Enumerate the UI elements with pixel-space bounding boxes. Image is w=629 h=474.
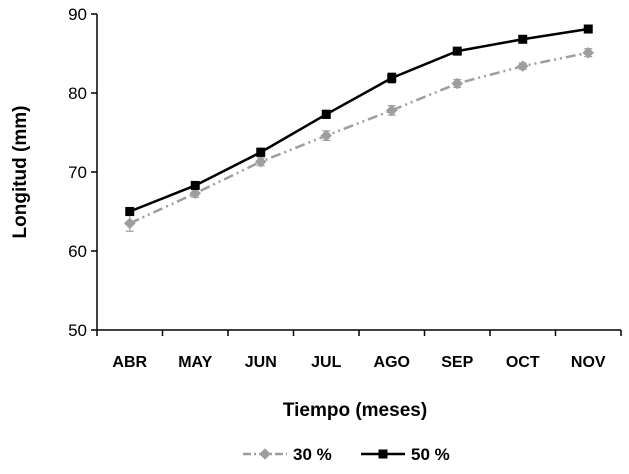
x-tick-label: JUN	[245, 354, 277, 371]
data-point	[451, 77, 464, 90]
legend-label: 30 %	[293, 445, 332, 464]
legend-label: 50 %	[411, 445, 450, 464]
y-tick-label: 70	[68, 163, 87, 182]
data-point	[123, 217, 136, 230]
series-line	[129, 51, 589, 225]
data-point	[518, 34, 528, 44]
x-tick-label: AGO	[374, 354, 410, 371]
data-point	[320, 129, 333, 142]
axes	[91, 13, 622, 336]
y-tick-label: 50	[68, 321, 87, 340]
y-axis-title: Longitud (mm)	[10, 106, 31, 239]
series-line	[129, 27, 589, 213]
data-point	[516, 60, 529, 72]
legend: 30 % 50 %	[243, 445, 450, 464]
data-point	[256, 147, 266, 157]
data-point	[582, 46, 595, 59]
legend-swatch-marker	[378, 449, 388, 459]
x-tick-label: ABR	[112, 354, 147, 371]
data-point	[387, 73, 397, 83]
series-1	[123, 46, 595, 232]
data-point	[583, 24, 593, 34]
x-tick-label: SEP	[441, 354, 473, 371]
x-tick-label: OCT	[506, 354, 540, 371]
data-point	[254, 155, 267, 168]
series-2	[125, 24, 593, 217]
y-tick-label: 60	[68, 242, 87, 261]
y-tick-label: 90	[68, 5, 87, 24]
x-axis-title: Tiempo (meses)	[283, 400, 427, 421]
data-point	[385, 104, 398, 117]
data-point	[189, 187, 202, 200]
x-tick-label: NOV	[571, 354, 606, 371]
series-layer	[123, 24, 595, 232]
legend-swatch-marker	[259, 448, 271, 460]
legend-item-1: 30 %	[243, 445, 332, 464]
x-tick-label: MAY	[178, 354, 212, 371]
axis-labels: 50 60 70 80 90 ABR MAY JUN JUL AGO SEP OCT NOV	[68, 5, 606, 371]
y-tick-label: 80	[68, 84, 87, 103]
data-point	[190, 180, 200, 190]
data-point	[452, 46, 462, 56]
data-point	[125, 207, 135, 216]
x-tick-label: JUL	[311, 354, 341, 371]
data-point	[321, 109, 331, 119]
legend-item-2: 50 %	[361, 445, 450, 464]
